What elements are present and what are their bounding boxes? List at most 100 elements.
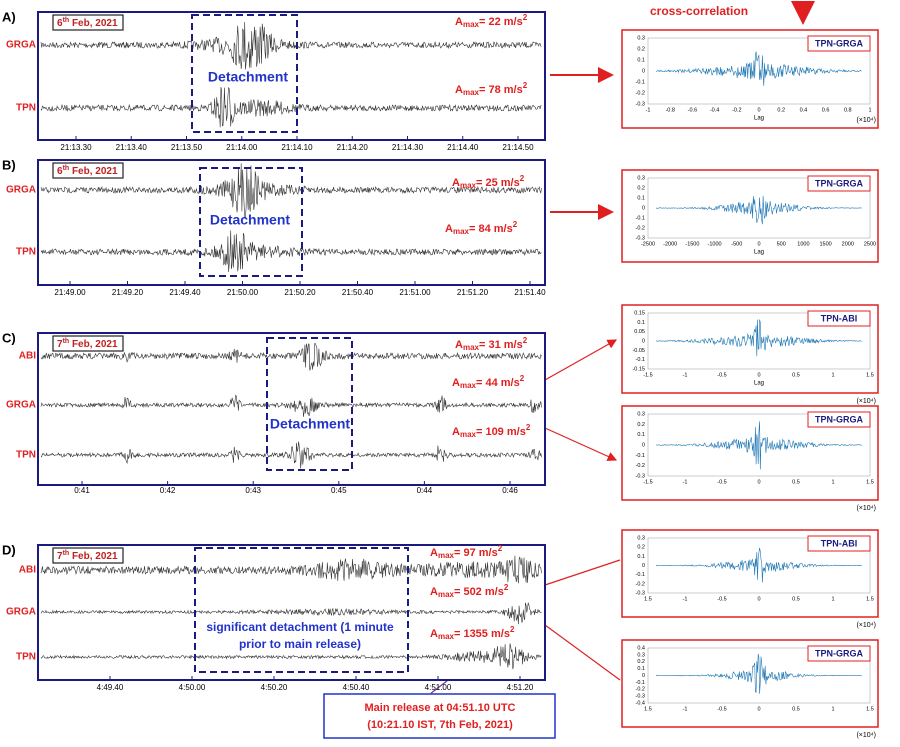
xcorr-y-tick: -0.1 [636,215,645,221]
xcorr-y-tick: 0.1 [637,57,645,63]
xcorr-y-tick: -0.1 [636,572,645,578]
amax-value: = 22 m/s [479,16,523,28]
amax-label: Amax= 31 m/s2 [455,336,528,352]
xcorr-x-tick: 1500 [819,241,831,247]
xcorr-x-tick: 0 [757,479,760,485]
amax-superscript: 2 [498,544,503,553]
amax-symbol: A [430,628,438,640]
channel-name: TPN [16,652,36,663]
channel-name: GRGA [6,40,36,51]
amax-value: = 84 m/s [469,223,513,235]
amax-subscript: max [438,632,455,641]
amax-superscript: 2 [526,423,531,432]
xcorr-x-tick: -0.4 [710,107,719,113]
xcorr-x-tick: 0 [757,596,760,602]
date-rest: Feb, 2021 [69,339,118,350]
amax-value: = 44 m/s [476,377,520,389]
xcorr-y-tick: 0.1 [637,554,645,560]
xcorr-x-tick: 1000 [797,241,809,247]
detachment-label: significant detachment (1 minute [206,620,394,634]
date-rest: Feb, 2021 [69,551,118,562]
date-day: 6 [57,166,63,177]
amax-label: Amax= 84 m/s2 [445,220,518,236]
channel-name: TPN [16,103,36,114]
time-label: 21:51.40 [514,288,546,297]
xcorr-x-tick: -0.2 [732,107,741,113]
amax-value: = 1355 m/s [454,628,510,640]
time-label: 21:13.40 [116,143,148,152]
panel-frame [37,11,546,141]
waveform [40,602,542,625]
time-label: 21:14.30 [392,143,424,152]
amax-label: Amax= 97 m/s2 [430,544,503,560]
xcorr-axes [647,647,871,704]
xcorr-x-tick: 1.5 [644,706,652,712]
amax-superscript: 2 [523,336,528,345]
xcorr-x-tick: 1.5 [866,706,874,712]
xcorr-y-tick: -0.3 [636,235,645,241]
time-label: 21:13.50 [171,143,203,152]
xcorr-y-tick: -0.2 [636,687,645,693]
date-day: 6 [57,18,63,29]
time-label: 0:45 [331,486,347,495]
amax-label: Amax= 502 m/s2 [430,583,509,599]
detachment-box [194,547,409,673]
xcorr-x-tick: 2500 [864,241,876,247]
xcorr-y-tick: 0 [642,563,645,569]
xcorr-scale: (×10⁴) [856,505,876,512]
time-label: 21:50.00 [227,288,259,297]
time-label: 21:14.20 [337,143,369,152]
time-label: 0:46 [502,486,518,495]
time-label: 0:43 [245,486,261,495]
amax-label: Amax= 1355 m/s2 [430,625,515,641]
amax-value: = 25 m/s [476,177,520,189]
xcorr-title: TPN-GRGA [815,648,863,658]
annotation-box [323,693,556,739]
amax-subscript: max [438,590,455,599]
xcorr-y-tick: 0.1 [637,432,645,438]
detachment-label: Detachment [208,69,288,85]
channel-name: ABI [19,565,36,576]
xcorr-x-tick: -2000 [663,241,677,247]
xcorr-x-tick: 0.2 [777,107,785,113]
detachment-label: Detachment [210,212,290,228]
date-box [52,547,124,564]
amax-symbol: A [452,377,460,389]
time-label: 21:50.40 [342,288,374,297]
channel-name: GRGA [6,607,36,618]
date-rest: Feb, 2021 [69,18,118,29]
xcorr-y-tick: -0.4 [636,700,645,706]
amax-symbol: A [430,547,438,559]
date-suffix: th [63,338,70,345]
amax-value: = 31 m/s [479,339,523,351]
panel-frame [37,159,546,286]
time-label: 21:49.20 [112,288,144,297]
waveform [655,319,862,357]
amax-symbol: A [430,586,438,598]
xcorr-x-tick: 1.5 [866,596,874,602]
amax-value: = 502 m/s [454,586,504,598]
xcorr-y-tick: 0.2 [637,185,645,191]
xcorr-y-tick: -0.3 [636,590,645,596]
xcorr-y-tick: 0 [642,205,645,211]
waveform [40,643,542,670]
xcorr-y-tick: 0.3 [637,535,645,541]
xcorr-y-tick: 0.3 [637,175,645,181]
time-label: 21:51.20 [457,288,489,297]
xcorr-scale: (×10⁴) [856,732,876,739]
waveform [40,21,542,70]
xcorr-x-label: Lag [754,116,764,122]
channel-name: TPN [16,450,36,461]
amax-subscript: max [463,343,480,352]
amax-symbol: A [452,426,460,438]
xcorr-scale: (×10⁴) [856,398,876,405]
amax-value: = 109 m/s [476,426,526,438]
time-label: 0:44 [417,486,433,495]
amax-symbol: A [452,177,460,189]
xcorr-title: TPN-ABI [821,538,858,548]
waveform [655,421,862,470]
xcorr-y-tick: -0.1 [636,680,645,686]
xcorr-x-tick: 0.5 [792,372,800,378]
date-box [52,162,124,179]
